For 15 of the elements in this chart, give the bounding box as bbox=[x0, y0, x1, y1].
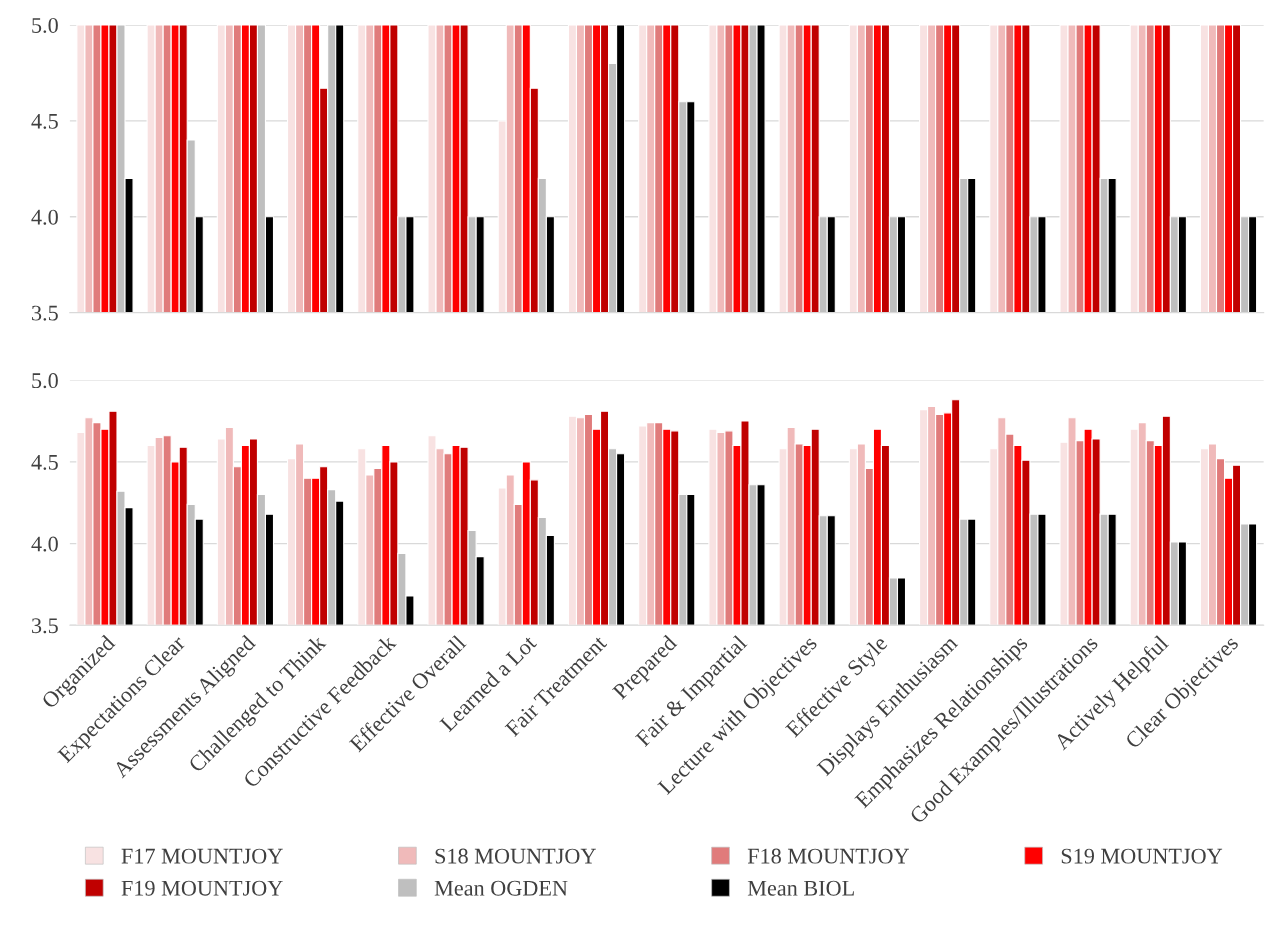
y-tick-label: 4.0 bbox=[31, 209, 58, 225]
legend-label: S18 MOUNTJOY bbox=[435, 848, 596, 864]
legend-label: F19 MOUNTJOY bbox=[121, 880, 283, 896]
y-tick-label: 4.5 bbox=[31, 454, 58, 470]
legend-label: F17 MOUNTJOY bbox=[121, 848, 283, 864]
y-tick-label: 4.0 bbox=[31, 536, 58, 552]
y-tick-label: 3.5 bbox=[32, 618, 58, 634]
legend-label: Mean BIOL bbox=[747, 880, 854, 896]
legend-label: F18 MOUNTJOY bbox=[747, 848, 909, 864]
y-tick-label: 5.0 bbox=[32, 373, 58, 389]
legend-label: S19 MOUNTJOY bbox=[1061, 848, 1223, 864]
y-tick-label: 3.5 bbox=[32, 305, 58, 321]
y-tick-label: 5.0 bbox=[32, 17, 58, 33]
legend-label: Mean OGDEN bbox=[434, 880, 568, 896]
y-tick-label: 4.5 bbox=[31, 113, 58, 129]
